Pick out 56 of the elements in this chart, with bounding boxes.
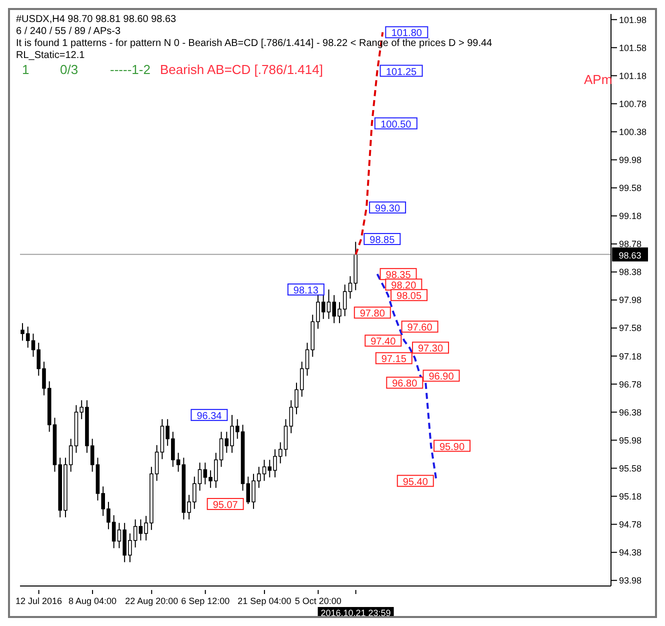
y-tick-label: 94.38 bbox=[619, 548, 642, 558]
data-label: 97.40 bbox=[370, 336, 396, 348]
annotation: -----1-2 bbox=[110, 62, 150, 77]
y-tick-label: 99.98 bbox=[619, 155, 642, 165]
y-tick-label: 93.98 bbox=[619, 576, 642, 586]
y-tick-label: 99.58 bbox=[619, 183, 642, 194]
data-label: 97.60 bbox=[407, 322, 433, 334]
y-tick-label: 95.98 bbox=[619, 435, 642, 446]
data-label: 95.40 bbox=[402, 476, 428, 488]
x-tick-label: 5 Oct 20:00 bbox=[294, 596, 342, 606]
data-label: 97.80 bbox=[360, 308, 386, 320]
y-tick-label: 97.58 bbox=[619, 323, 642, 334]
annotation: 96.34 bbox=[196, 410, 222, 422]
data-label: 98.05 bbox=[396, 291, 422, 302]
annotation: RL_Static=12.1 bbox=[16, 50, 85, 61]
y-tick-label: 97.98 bbox=[619, 295, 642, 306]
annotation: 95.07 bbox=[212, 500, 238, 511]
y-tick-label: 95.58 bbox=[619, 463, 642, 474]
y-tick-label: 95.18 bbox=[619, 491, 642, 502]
x-tick-label: 6 Sep 12:00 bbox=[181, 596, 230, 606]
y-tick-label: 100.38 bbox=[619, 126, 647, 137]
x-tick-label: 22 Aug 20:00 bbox=[125, 596, 178, 606]
y-tick-label: 101.58 bbox=[619, 42, 647, 53]
data-label: 101.80 bbox=[391, 28, 422, 40]
data-label: 98.20 bbox=[391, 280, 417, 292]
y-tick-label: 94.78 bbox=[619, 520, 642, 530]
data-label: 96.90 bbox=[428, 372, 454, 383]
y-tick-label: 98.78 bbox=[619, 239, 642, 250]
data-label: 96.80 bbox=[392, 378, 418, 390]
x-tick-label: 8 Aug 04:00 bbox=[68, 596, 117, 606]
x-tick-label: 21 Sep 04:00 bbox=[238, 596, 292, 606]
text: 6 / 240 / 55 / 89 / APs-3 bbox=[16, 26, 121, 37]
annotation: 98.13 bbox=[293, 285, 319, 296]
y-tick-label: 97.18 bbox=[619, 351, 642, 362]
data-label: 100.50 bbox=[380, 119, 412, 130]
ref-line-label: 98.63 bbox=[618, 250, 642, 260]
data-label: 101.25 bbox=[386, 66, 418, 78]
y-tick-label: 100.78 bbox=[619, 98, 647, 109]
y-tick-label: 101.18 bbox=[619, 70, 647, 81]
annotation: 1 bbox=[22, 62, 30, 77]
data-label: 95.90 bbox=[440, 442, 465, 453]
annotation: 0/3 bbox=[60, 62, 78, 77]
data-label: 98.35 bbox=[386, 270, 412, 282]
data-label: 99.30 bbox=[375, 203, 400, 214]
data-label: 97.30 bbox=[418, 344, 444, 355]
y-tick-label: 101.98 bbox=[619, 14, 647, 25]
annotation: Bearish AB=CD [.786/1.414] bbox=[160, 62, 323, 77]
y-tick-label: 96.38 bbox=[619, 407, 642, 418]
y-tick-label: 99.18 bbox=[619, 211, 642, 222]
x-tick-label: 2016.10.21 23:59 bbox=[320, 608, 391, 618]
y-tick-label: 96.78 bbox=[619, 379, 642, 390]
chart-title: #USDX,H4 98.70 98.81 98.60 98.63 bbox=[16, 14, 176, 25]
x-tick-label: 12 Jul 2016 bbox=[16, 596, 62, 606]
data-label: 98.85 bbox=[370, 235, 396, 246]
data-label: 97.15 bbox=[381, 354, 407, 366]
y-tick-label: 98.38 bbox=[619, 267, 642, 278]
